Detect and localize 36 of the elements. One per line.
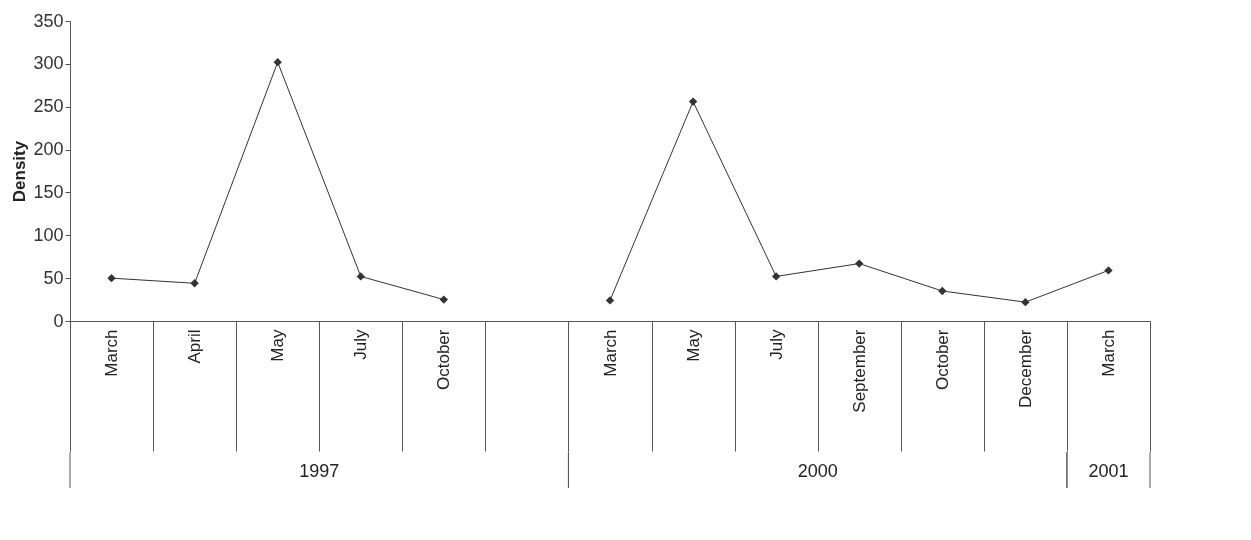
- x-tick-label: March: [600, 329, 620, 377]
- text: 2001: [1088, 461, 1129, 481]
- x-tick-label: April: [185, 329, 205, 364]
- point: [771, 272, 781, 281]
- x-tick-label: September: [849, 329, 869, 413]
- point: [356, 272, 365, 281]
- x-tick-label: October: [434, 329, 454, 390]
- y-tick-label: 300: [33, 53, 64, 74]
- point: [1104, 266, 1113, 275]
- y-tick-label: 150: [33, 181, 64, 202]
- point: [273, 57, 282, 67]
- x-tick-label: July: [766, 329, 786, 360]
- y-tick-label: 100: [33, 224, 64, 245]
- x-tick-label: March: [1098, 329, 1118, 377]
- x-tick-label: May: [268, 329, 288, 362]
- point: [107, 273, 116, 283]
- y-axis-title: Density: [10, 140, 30, 203]
- x-tick-label: July: [351, 329, 371, 360]
- point: [190, 279, 199, 288]
- point: [439, 295, 449, 304]
- point: [605, 296, 615, 305]
- x-tick-label: May: [683, 329, 703, 362]
- y-tick-label: 250: [33, 96, 64, 117]
- x-tick-label: December: [1015, 329, 1035, 408]
- text: 2000: [797, 461, 838, 481]
- point: [855, 259, 864, 268]
- y-tick-label: 350: [33, 10, 64, 31]
- y-tick-label: 0: [53, 310, 64, 331]
- y-tick-label: 200: [33, 139, 64, 160]
- point: [938, 286, 947, 296]
- point: [1021, 297, 1030, 307]
- text: 1997: [299, 461, 340, 481]
- x-tick-label: March: [102, 329, 122, 377]
- point: [688, 97, 698, 106]
- x-tick-label: October: [932, 329, 952, 390]
- y-tick-label: 50: [43, 267, 64, 288]
